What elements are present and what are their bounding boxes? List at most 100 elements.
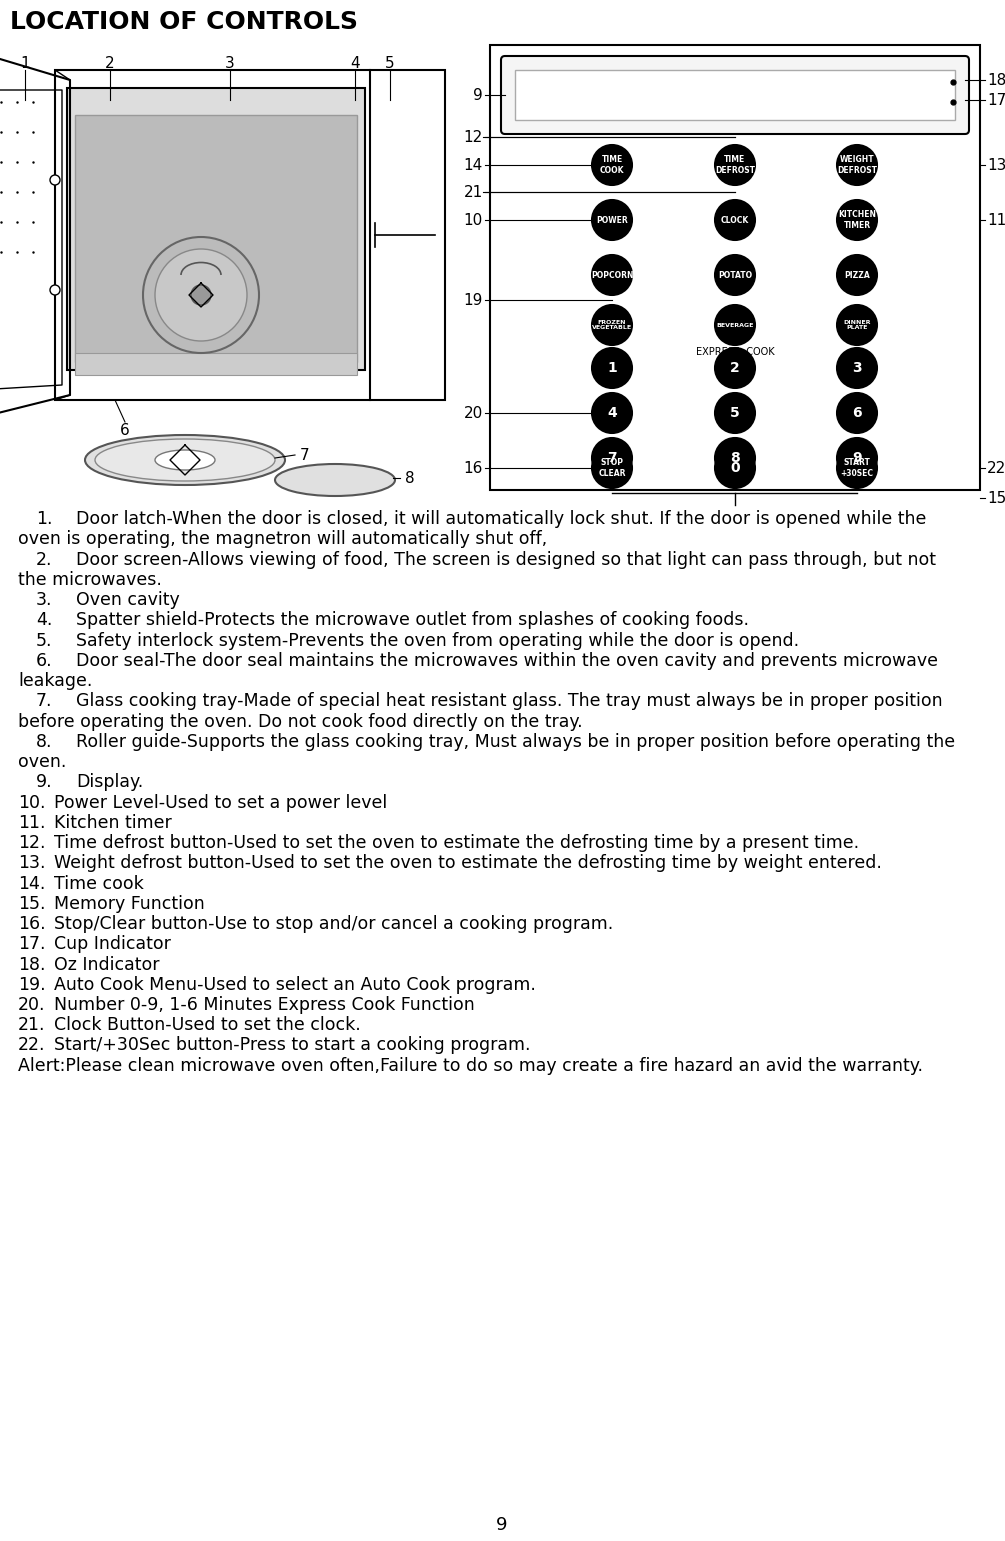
Text: Door latch-When the door is closed, it will automatically lock shut. If the door: Door latch-When the door is closed, it w… [76,510,927,529]
Text: Door screen-Allows viewing of food, The screen is designed so that light can pas: Door screen-Allows viewing of food, The … [76,550,936,569]
Bar [490,45,980,490]
Text: 1: 1 [20,55,30,71]
Text: 3: 3 [225,55,235,71]
Circle shape [143,237,259,353]
Text: POWER: POWER [596,216,628,225]
Circle shape [715,438,755,478]
Text: oven.: oven. [18,754,66,770]
Text: WEIGHT
DEFROST: WEIGHT DEFROST [837,156,877,174]
Text: 10.: 10. [18,794,45,812]
Circle shape [715,200,755,240]
Bar [67,88,365,370]
Text: 15.: 15. [18,895,45,912]
Bar [55,69,445,401]
Text: 1.: 1. [36,510,52,529]
Text: 13: 13 [987,157,1005,173]
Circle shape [191,285,211,305]
Text: 4: 4 [607,405,617,421]
Text: Memory Function: Memory Function [54,895,205,912]
Text: STOP
CLEAR: STOP CLEAR [598,458,626,478]
Circle shape [715,305,755,345]
Text: oven is operating, the magnetron will automatically shut off,: oven is operating, the magnetron will au… [18,530,548,549]
Circle shape [837,393,877,433]
Text: POTATO: POTATO [718,271,752,279]
Circle shape [837,448,877,488]
Text: Door seal-The door seal maintains the microwaves within the oven cavity and prev: Door seal-The door seal maintains the mi… [76,652,938,670]
Text: 14.: 14. [18,874,45,892]
Text: DINNER
PLATE: DINNER PLATE [843,319,870,330]
Text: FROZEN
VEGETABLE: FROZEN VEGETABLE [592,319,632,330]
Text: 18.: 18. [18,955,45,974]
Text: 9.: 9. [36,774,52,791]
Text: 7: 7 [607,452,617,465]
Circle shape [50,285,60,294]
Text: 8: 8 [405,470,415,485]
Text: leakage.: leakage. [18,672,92,690]
Text: Power Level-Used to set a power level: Power Level-Used to set a power level [54,794,387,812]
Text: 12.: 12. [18,834,45,852]
Text: 0: 0 [731,461,740,475]
Text: 21: 21 [463,185,483,199]
Text: 9: 9 [473,88,483,103]
Text: 5: 5 [730,405,740,421]
Circle shape [50,176,60,185]
Circle shape [592,438,632,478]
Text: CLOCK: CLOCK [721,216,749,225]
Text: Kitchen timer: Kitchen timer [54,814,172,832]
Text: 20.: 20. [18,995,45,1014]
Circle shape [837,200,877,240]
Circle shape [592,200,632,240]
Text: 15: 15 [987,490,1005,505]
Text: 22: 22 [987,461,1005,476]
FancyBboxPatch shape [501,55,969,134]
Text: Clock Button-Used to set the clock.: Clock Button-Used to set the clock. [54,1016,361,1034]
Text: 1: 1 [607,361,617,374]
Text: 4: 4 [350,55,360,71]
Text: EXPRESS  COOK: EXPRESS COOK [695,347,774,358]
Bar [515,69,955,120]
Text: Safety interlock system-Prevents the oven from operating while the door is opend: Safety interlock system-Prevents the ove… [76,632,799,649]
Bar [75,116,357,362]
Text: Stop/Clear button-Use to stop and/or cancel a cooking program.: Stop/Clear button-Use to stop and/or can… [54,915,613,932]
Circle shape [592,393,632,433]
Text: Display.: Display. [76,774,144,791]
Text: 17: 17 [987,92,1005,108]
Text: Alert:Please clean microwave oven often,Failure to do so may create a fire hazar: Alert:Please clean microwave oven often,… [18,1057,923,1074]
Text: 10: 10 [463,213,483,228]
Text: 8: 8 [730,452,740,465]
Text: 11: 11 [987,213,1005,228]
Text: TIME
DEFROST: TIME DEFROST [715,156,755,174]
Circle shape [837,254,877,294]
Text: 16.: 16. [18,915,45,932]
Text: 20: 20 [463,405,483,421]
Ellipse shape [85,435,285,485]
Text: Spatter shield-Protects the microwave outlet from splashes of cooking foods.: Spatter shield-Protects the microwave ou… [76,612,749,629]
Text: 6: 6 [121,422,130,438]
Text: Oven cavity: Oven cavity [76,592,180,609]
Circle shape [715,254,755,294]
Ellipse shape [275,464,395,496]
Text: Number 0-9, 1-6 Minutes Express Cook Function: Number 0-9, 1-6 Minutes Express Cook Fun… [54,995,474,1014]
Text: 2: 2 [106,55,115,71]
Circle shape [837,348,877,388]
Text: 16: 16 [463,461,483,476]
Ellipse shape [155,450,215,470]
Circle shape [155,250,247,341]
Text: 19.: 19. [18,975,45,994]
Text: 21.: 21. [18,1016,45,1034]
Text: Cup Indicator: Cup Indicator [54,935,171,954]
Text: Time cook: Time cook [54,874,144,892]
Text: 5.: 5. [36,632,52,649]
Text: 7: 7 [300,447,310,462]
Circle shape [592,254,632,294]
Text: Start/+30Sec button-Press to start a cooking program.: Start/+30Sec button-Press to start a coo… [54,1037,531,1054]
Text: before operating the oven. Do not cook food directly on the tray.: before operating the oven. Do not cook f… [18,712,583,730]
Text: 18: 18 [987,72,1005,88]
Text: Time defrost button-Used to set the oven to estimate the defrosting time by a pr: Time defrost button-Used to set the oven… [54,834,859,852]
Text: Weight defrost button-Used to set the oven to estimate the defrosting time by we: Weight defrost button-Used to set the ov… [54,854,881,872]
Text: LOCATION OF CONTROLS: LOCATION OF CONTROLS [10,9,358,34]
Text: POPCORN: POPCORN [591,271,633,279]
Text: 3.: 3. [36,592,52,609]
Circle shape [592,305,632,345]
Text: the microwaves.: the microwaves. [18,570,162,589]
